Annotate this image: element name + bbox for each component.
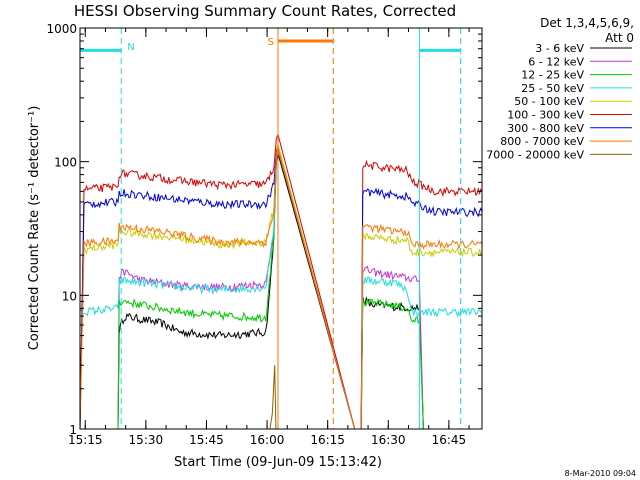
saa-label: S xyxy=(268,37,274,48)
x-tick-label: 16:00 xyxy=(250,433,285,447)
x-axis-label: Start Time (09-Jun-09 15:13:42) xyxy=(174,455,382,470)
legend-label-800-7000-kev: 800 - 7000 keV xyxy=(500,135,584,148)
x-tick-label: 15:15 xyxy=(68,433,103,447)
legend-label-300-800-kev: 300 - 800 keV xyxy=(507,122,584,135)
series-layer xyxy=(79,132,483,430)
legend-label-100-300-kev: 100 - 300 keV xyxy=(507,109,584,122)
legend-label-3-6-kev: 3 - 6 keV xyxy=(535,42,584,55)
y-tick-label: 1 xyxy=(69,423,77,437)
x-tick-label: 16:15 xyxy=(310,433,345,447)
y-tick-label: 100 xyxy=(54,156,77,170)
x-tick-label: 16:30 xyxy=(371,433,406,447)
legend-label-7000-20000-kev: 7000 - 20000 keV xyxy=(486,148,584,161)
legend-label-50-100-kev: 50 - 100 keV xyxy=(514,95,584,108)
legend-label-12-25-kev: 12 - 25 keV xyxy=(521,69,584,82)
plot-frame xyxy=(79,27,483,430)
y-axis-label: Corrected Count Rate (s⁻¹ detector⁻¹) xyxy=(27,106,42,351)
footer-timestamp: 8-Mar-2010 09:04 xyxy=(565,469,636,478)
legend-header-line-2: Att 0 xyxy=(605,31,634,45)
plot-background xyxy=(80,28,482,429)
series-line-50-100-kev xyxy=(79,142,483,430)
series-line-100-300-kev xyxy=(79,132,483,430)
x-tick-label: 15:30 xyxy=(129,433,164,447)
series-line-7000-20000-kev xyxy=(269,365,277,430)
x-tick-label: 16:45 xyxy=(432,433,467,447)
y-tick-label: 10 xyxy=(62,289,77,303)
series-line-25-50-kev xyxy=(79,144,483,430)
legend-label-6-12-kev: 6 - 12 keV xyxy=(528,55,584,68)
legend-header-line-1: Det 1,3,4,5,6,9, xyxy=(540,16,634,30)
legend-label-25-50-kev: 25 - 50 keV xyxy=(521,82,584,95)
x-tick-label: 15:45 xyxy=(189,433,224,447)
series-line-3-6-kev xyxy=(80,153,482,430)
chart-title: HESSI Observing Summary Count Rates, Cor… xyxy=(74,2,456,20)
y-tick-label: 1000 xyxy=(46,22,77,36)
series-line-800-7000-kev xyxy=(79,147,483,430)
tick-layer: 15:15 15:30 15:45 16:00 16:15 16:30 16:45 1 10 10… xyxy=(46,22,482,447)
night-label: N xyxy=(127,42,134,53)
